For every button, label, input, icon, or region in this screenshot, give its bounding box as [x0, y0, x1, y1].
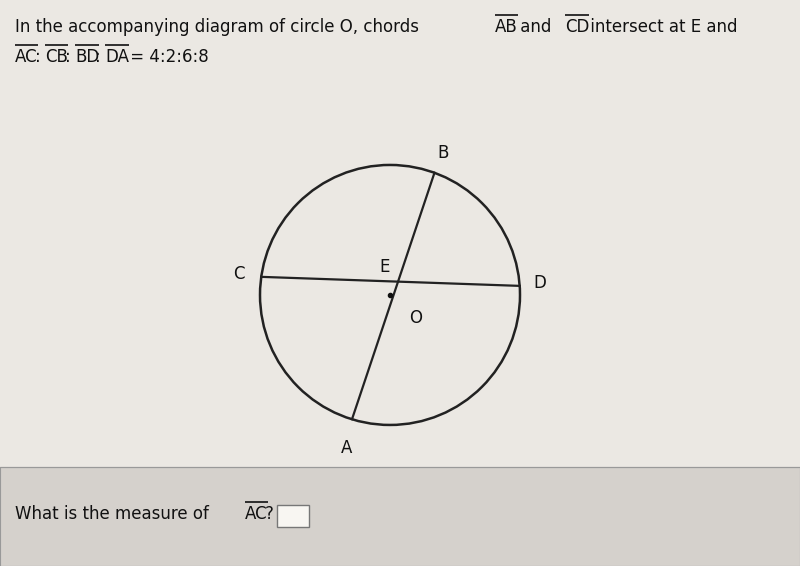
Text: O: O [410, 309, 422, 327]
Text: E: E [379, 258, 390, 276]
Text: AC: AC [245, 505, 268, 522]
Text: CD: CD [565, 18, 590, 36]
Text: What is the measure of: What is the measure of [15, 505, 214, 522]
Text: AB: AB [495, 18, 518, 36]
Text: D: D [534, 274, 546, 292]
Text: :: : [95, 48, 101, 66]
Text: :: : [35, 48, 41, 66]
Text: AC: AC [15, 48, 38, 66]
Text: C: C [233, 265, 245, 283]
Text: BD: BD [75, 48, 99, 66]
Text: ?: ? [265, 505, 274, 522]
Text: = 4:2:6:8: = 4:2:6:8 [125, 48, 209, 66]
Text: intersect at E and: intersect at E and [585, 18, 738, 36]
Text: B: B [437, 144, 449, 162]
Text: :: : [65, 48, 70, 66]
Text: In the accompanying diagram of circle O, chords: In the accompanying diagram of circle O,… [15, 18, 424, 36]
Text: A: A [341, 439, 352, 457]
Text: DA: DA [105, 48, 129, 66]
Text: CB: CB [45, 48, 68, 66]
Text: and: and [515, 18, 557, 36]
